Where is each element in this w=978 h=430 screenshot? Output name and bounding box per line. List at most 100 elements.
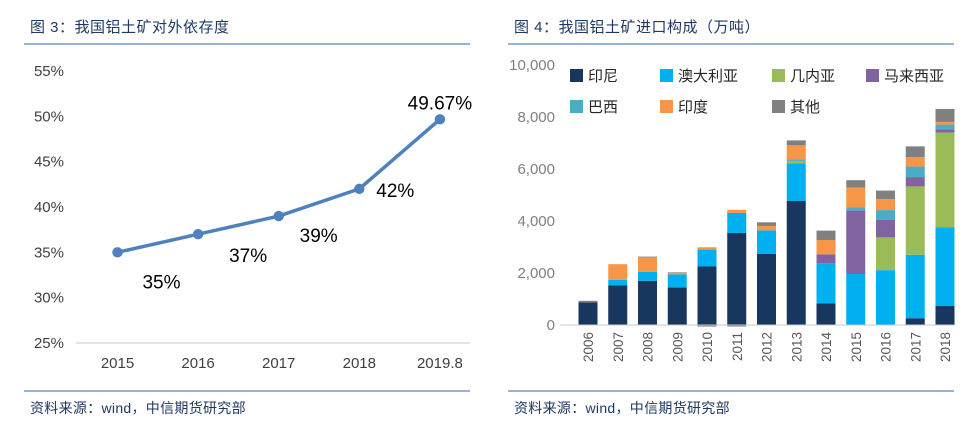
legend-item-巴西: 巴西 — [570, 96, 660, 117]
x-tick-label: 2015 — [101, 355, 134, 372]
bar-segment-2015-马来西亚 — [846, 210, 866, 275]
bar-segment-2014-印尼 — [816, 303, 836, 325]
x-tick-label: 2017 — [908, 332, 923, 362]
x-tick-label: 2017 — [262, 355, 295, 372]
bar-segment-2013-澳大利亚 — [786, 163, 806, 201]
point-label: 42% — [376, 181, 414, 202]
bar-segment-2008-印度 — [638, 257, 657, 272]
legend-swatch — [660, 69, 673, 82]
bar-segment-2018-澳大利亚 — [935, 227, 955, 307]
bar-segment-2012-印度 — [757, 225, 776, 231]
legend-item-几内亚: 几内亚 — [772, 65, 866, 86]
x-tick-label: 2009 — [670, 332, 685, 362]
bar-segment-2013-印度 — [786, 145, 806, 160]
y-tick-label: 4,000 — [517, 213, 555, 230]
x-tick-label: 2006 — [581, 332, 596, 362]
bar-segment-2012-其他 — [757, 222, 776, 226]
bar-segment-2017-几内亚 — [905, 186, 925, 255]
legend-item-澳大利亚: 澳大利亚 — [660, 65, 772, 86]
bar-segment-2015-印度 — [846, 187, 866, 208]
data-point-2018 — [354, 183, 365, 195]
x-tick-label: 2013 — [789, 332, 804, 362]
bar-segment-2007-印度 — [608, 264, 628, 280]
legend-swatch — [570, 100, 583, 113]
bar-segment-2010-印度 — [697, 247, 717, 250]
y-tick-label: 2,000 — [517, 265, 555, 282]
legend-swatch — [772, 100, 785, 113]
legend-swatch — [866, 69, 879, 82]
point-label: 49.67% — [408, 93, 473, 114]
bar-segment-2009-澳大利亚 — [667, 274, 687, 288]
bar-segment-2018-马来西亚 — [935, 129, 955, 133]
figure-4-chart-area: 0 2,000 4,000 6,000 8,000 10,000 2006 2007 2008 2… — [508, 45, 955, 390]
figure-4-title: 图 4：我国铝土矿进口构成（万吨） — [508, 16, 954, 45]
legend-item-印尼: 印尼 — [570, 65, 660, 86]
y-tick-label: 6,000 — [517, 161, 555, 178]
legend-item-印度: 印度 — [660, 96, 772, 117]
bar-segment-2011-其他 — [727, 325, 747, 327]
legend-swatch — [772, 69, 785, 82]
bar-segment-2011-印度 — [727, 209, 747, 213]
y-tick-label: 10,000 — [509, 57, 555, 74]
figure-4-source: 资料来源：wind，中信期货研究部 — [508, 390, 954, 418]
figure-3-chart-area: 25% 30% 35% 40% 45% 50% 55% 2015 2016 2017 2018 201… — [24, 45, 473, 390]
bar-segment-2016-马来西亚 — [876, 219, 895, 238]
y-tick-label: 40% — [34, 199, 64, 216]
x-tick-label: 2015 — [849, 332, 864, 362]
bar-segment-2016-其他 — [876, 190, 895, 200]
bar-segment-2017-印度 — [905, 157, 925, 167]
bar-segment-2016-印度 — [876, 199, 895, 211]
bar-segment-2013-印尼 — [786, 200, 806, 325]
y-tick-label: 50% — [34, 108, 64, 125]
stacked-bar-chart: 0 2,000 4,000 6,000 8,000 10,000 2006 2007 2008 2… — [509, 57, 955, 362]
bar-segment-2014-澳大利亚 — [816, 263, 836, 304]
bar-segment-2017-巴西 — [905, 166, 925, 178]
y-tick-label: 8,000 — [517, 109, 555, 126]
point-label: 35% — [142, 272, 180, 293]
y-tick-label: 55% — [34, 63, 64, 80]
data-point-2019.8 — [434, 114, 446, 125]
bar-segment-2008-澳大利亚 — [638, 271, 657, 281]
bar-segment-2007-印尼 — [608, 285, 628, 325]
bar-segment-2010-澳大利亚 — [697, 249, 717, 267]
bar-segment-2013-几内亚 — [786, 160, 806, 164]
figure-3-title: 图 3：我国铝土矿对外依存度 — [24, 16, 470, 45]
bar-segment-2015-其他 — [846, 180, 866, 188]
bar-segment-2017-其他 — [905, 146, 925, 158]
bar-segment-2018-印尼 — [935, 306, 955, 325]
legend-item-马来西亚: 马来西亚 — [866, 65, 944, 86]
bar-segment-2013-巴西 — [786, 159, 806, 161]
bar-segment-2016-澳大利亚 — [876, 270, 895, 325]
x-tick-label: 2008 — [641, 332, 656, 362]
x-tick-label: 2016 — [879, 332, 894, 362]
data-point-2016 — [192, 229, 204, 240]
bar-chart-legend: 印尼 澳大利亚 几内亚 马来西亚 巴西 印度 其他 — [570, 65, 944, 117]
x-tick-label: 2018 — [343, 355, 376, 372]
bar-segment-2009-印尼 — [667, 287, 687, 325]
y-tick-label: 25% — [34, 335, 64, 352]
point-label: 37% — [229, 246, 267, 267]
bar-segment-2018-其他 — [935, 108, 955, 122]
bar-segment-2017-印尼 — [905, 318, 925, 325]
y-tick-label: 0 — [547, 317, 555, 334]
bar-segment-2006-其他 — [578, 300, 598, 303]
bar-segment-2013-其他 — [786, 140, 806, 146]
bar-segment-2008-印尼 — [638, 280, 657, 325]
bar-segment-2012-澳大利亚 — [757, 230, 776, 254]
bar-segment-2018-印度 — [935, 121, 955, 125]
bar-segment-2017-马来西亚 — [905, 177, 925, 187]
line-chart: 25% 30% 35% 40% 45% 50% 55% 2015 2016 2017 2018 201… — [34, 63, 473, 372]
legend-swatch — [660, 100, 673, 113]
x-tick-label: 2010 — [700, 332, 715, 362]
data-point-2015 — [112, 247, 123, 258]
legend-label: 印度 — [678, 99, 709, 116]
bar-segment-2014-其他 — [816, 230, 836, 240]
bar-segment-2009-其他 — [667, 272, 687, 273]
bar-segment-2017-澳大利亚 — [905, 254, 925, 319]
x-tick-label: 2018 — [938, 332, 953, 362]
data-point-2017 — [273, 210, 284, 222]
figure-4-panel: 图 4：我国铝土矿进口构成（万吨） 0 2,000 4,000 6,000 8,000 1… — [508, 16, 955, 418]
bar-segment-2018-几内亚 — [935, 132, 955, 228]
legend-label: 几内亚 — [790, 68, 836, 85]
bar-segment-2015-巴西 — [846, 207, 866, 211]
